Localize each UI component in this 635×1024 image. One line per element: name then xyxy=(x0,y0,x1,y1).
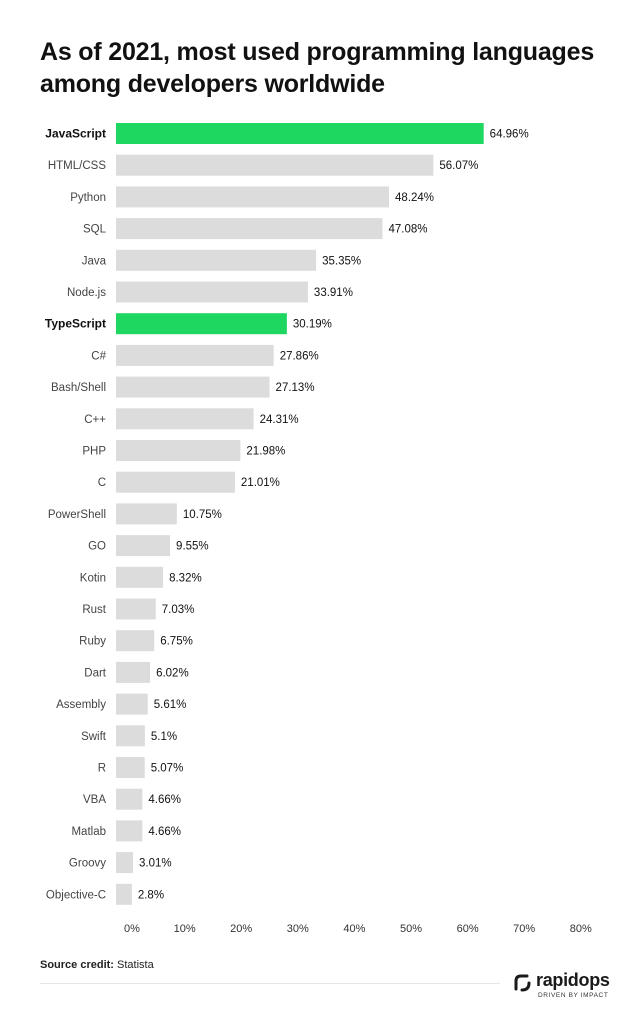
value-label: 33.91% xyxy=(314,287,353,299)
value-label: 21.98% xyxy=(246,446,285,458)
x-tick-label: 30% xyxy=(287,923,309,935)
value-label: 48.24% xyxy=(395,192,434,204)
bar-typescript xyxy=(116,313,287,335)
value-label: 5.1% xyxy=(151,731,177,743)
value-label: 30.19% xyxy=(293,319,332,331)
value-label: 9.55% xyxy=(176,541,209,553)
value-label: 64.96% xyxy=(490,129,529,141)
bar-objective-c xyxy=(116,883,132,905)
bar-sql xyxy=(116,218,383,240)
bar-php xyxy=(116,440,241,461)
value-label: 27.13% xyxy=(276,382,315,394)
category-label: Matlab xyxy=(71,826,106,838)
category-label: Assembly xyxy=(56,699,106,711)
category-label: Ruby xyxy=(79,636,106,648)
category-label: VBA xyxy=(83,794,106,806)
brand-tagline: DRIVEN BY IMPACT xyxy=(538,992,609,999)
bar-go xyxy=(116,535,171,557)
category-label: Objective-C xyxy=(46,889,106,901)
value-label: 2.8% xyxy=(138,889,164,901)
bar-node-js xyxy=(116,281,308,303)
bar-chart: JavaScript 64.96% HTML/CSS 56.07% Python 48.2… xyxy=(45,123,592,935)
value-label: 5.07% xyxy=(151,763,184,775)
value-label: 10.75% xyxy=(183,509,222,521)
category-label: Bash/Shell xyxy=(51,382,106,394)
bar-kotin xyxy=(116,566,164,588)
category-label: C++ xyxy=(84,414,106,426)
bar-bash-shell xyxy=(116,376,270,398)
category-label: HTML/CSS xyxy=(48,160,106,172)
bar-python xyxy=(116,186,390,208)
category-label: C xyxy=(98,477,106,489)
bar-swift xyxy=(116,725,145,747)
bar-r xyxy=(116,757,145,778)
bar-java xyxy=(116,249,317,271)
bar-c xyxy=(116,471,235,493)
value-label: 4.66% xyxy=(148,826,181,838)
category-label: SQL xyxy=(83,224,107,236)
bar-matlab xyxy=(116,820,143,842)
x-tick-label: 0% xyxy=(124,923,140,935)
source-label: Source credit: xyxy=(40,959,114,971)
footer-divider xyxy=(40,983,500,984)
x-tick-label: 50% xyxy=(400,923,422,935)
category-label: Dart xyxy=(84,667,107,679)
source-credit: Source credit: Statista xyxy=(40,959,154,971)
category-label: Node.js xyxy=(67,287,106,299)
bar-c- xyxy=(116,408,254,430)
x-tick-label: 70% xyxy=(513,923,535,935)
category-label: Rust xyxy=(82,604,106,616)
category-label: Swift xyxy=(81,731,107,743)
category-label: Kotin xyxy=(80,572,106,584)
category-label: C# xyxy=(91,350,106,362)
bar-dart xyxy=(116,661,151,683)
bar-rust xyxy=(116,598,156,620)
value-label: 6.02% xyxy=(156,667,189,679)
rapidops-logo-icon xyxy=(514,974,531,992)
value-label: 35.35% xyxy=(322,255,361,267)
category-label: TypeScript xyxy=(45,317,106,331)
bar-html-css xyxy=(116,154,434,176)
bar-javascript xyxy=(116,123,484,144)
bar-powershell xyxy=(116,503,177,525)
category-label: PHP xyxy=(82,446,106,458)
value-label: 6.75% xyxy=(160,636,193,648)
x-tick-label: 80% xyxy=(570,923,592,935)
bar-vba xyxy=(116,788,143,810)
category-label: Groovy xyxy=(69,858,106,870)
bar-ruby xyxy=(116,630,155,652)
value-label: 8.32% xyxy=(169,572,202,584)
bar-assembly xyxy=(116,693,148,715)
x-tick-label: 60% xyxy=(457,923,479,935)
brand-name: rapidops xyxy=(536,970,610,990)
value-label: 21.01% xyxy=(241,477,280,489)
category-label: Python xyxy=(70,192,106,204)
category-label: PowerShell xyxy=(48,509,106,521)
bar-groovy xyxy=(116,852,134,874)
x-tick-label: 40% xyxy=(343,923,365,935)
chart-title: As of 2021, most used programming langua… xyxy=(40,38,595,98)
category-label: Java xyxy=(82,255,107,267)
value-label: 56.07% xyxy=(439,160,478,172)
bar-c- xyxy=(116,344,274,366)
x-tick-label: 20% xyxy=(230,923,252,935)
value-label: 27.86% xyxy=(280,350,319,362)
category-label: GO xyxy=(88,541,106,553)
value-label: 47.08% xyxy=(388,224,427,236)
value-label: 4.66% xyxy=(148,794,181,806)
value-label: 5.61% xyxy=(154,699,187,711)
x-tick-label: 10% xyxy=(174,923,196,935)
value-label: 3.01% xyxy=(139,858,172,870)
category-label: R xyxy=(98,763,106,775)
value-label: 24.31% xyxy=(260,414,299,426)
category-label: JavaScript xyxy=(45,127,106,141)
brand-logo: rapidops DRIVEN BY IMPACT xyxy=(512,970,622,1010)
value-label: 7.03% xyxy=(162,604,195,616)
source-value: Statista xyxy=(117,959,154,971)
